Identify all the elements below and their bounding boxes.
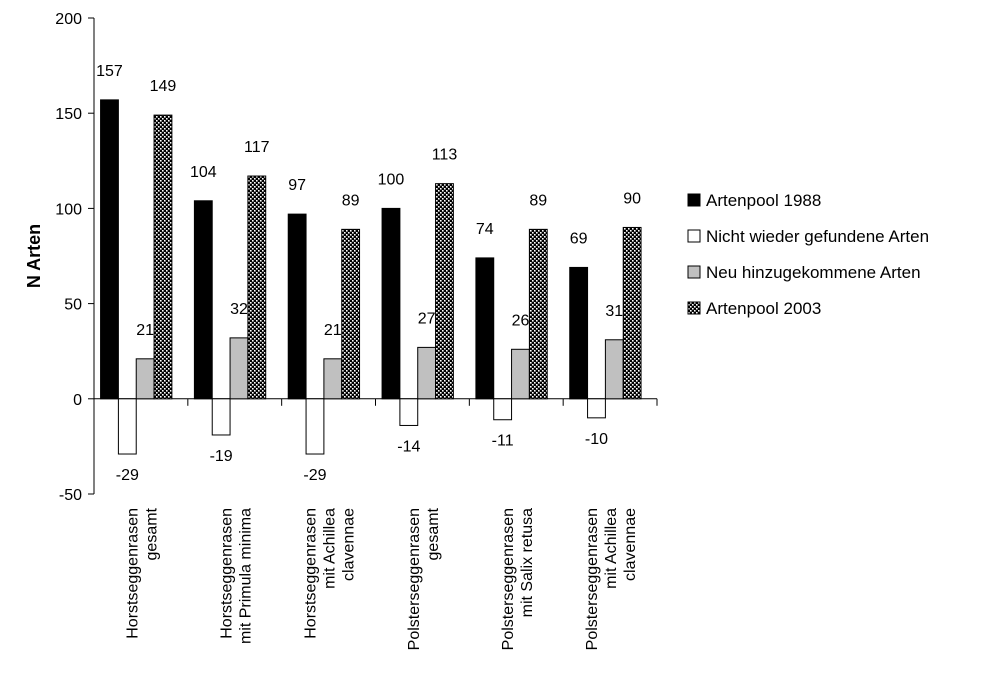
data-label: 113 — [432, 147, 458, 164]
data-label: 32 — [230, 301, 248, 318]
bar — [247, 175, 267, 400]
y-tick-label: -50 — [59, 487, 82, 504]
data-label: -29 — [303, 467, 326, 484]
data-label: -10 — [585, 431, 608, 448]
legend-swatch — [687, 301, 701, 315]
legend-label: Artenpool 1988 — [706, 191, 821, 210]
data-labels: 157 104 97 100 74 69 -29 -19 -29 -14 -11 -10 21 32 21 2… — [96, 63, 641, 484]
category-label: gesamt — [425, 507, 442, 560]
data-label: 21 — [324, 322, 342, 339]
legend-label: Neu hinzugekommene Arten — [706, 263, 921, 282]
bar — [305, 398, 325, 455]
bar — [100, 99, 119, 400]
y-tick-label: 50 — [64, 297, 82, 314]
bar — [622, 226, 642, 400]
data-label: -19 — [210, 448, 233, 465]
bar — [229, 337, 249, 400]
data-label: 97 — [288, 177, 306, 194]
category-label: mit Achillea — [322, 508, 339, 589]
data-label: 26 — [512, 312, 530, 329]
data-label: -11 — [492, 433, 514, 450]
category-label: Polsterseggenrasen — [406, 508, 423, 650]
data-label: 69 — [570, 230, 588, 247]
category-label: mit Primula minima — [237, 508, 254, 644]
y-tick-label: 150 — [55, 106, 82, 123]
data-label: -29 — [116, 467, 139, 484]
bar — [435, 183, 454, 400]
legend: Artenpool 1988 Nicht wieder gefundene Art… — [687, 191, 929, 318]
data-label: 104 — [190, 164, 217, 181]
data-label: 74 — [476, 221, 494, 238]
data-label: 31 — [605, 303, 623, 320]
bar — [569, 266, 589, 400]
bar — [287, 213, 307, 400]
data-label: 21 — [136, 322, 154, 339]
data-label: 27 — [418, 310, 436, 327]
data-label: 89 — [529, 192, 547, 209]
bar — [417, 346, 437, 400]
bars — [100, 99, 642, 455]
category-label: gesamt — [143, 507, 160, 560]
y-tick-label: 100 — [55, 201, 82, 218]
y-tick-label: 200 — [55, 11, 82, 28]
category-label: Horstseggenrasen — [303, 508, 320, 639]
bar — [193, 200, 213, 400]
legend-label: Nicht wieder gefundene Arten — [706, 227, 929, 246]
y-axis-label: N Arten — [24, 224, 44, 288]
bar — [587, 398, 606, 419]
bar — [117, 398, 137, 455]
y-tick-label: 0 — [73, 392, 82, 409]
legend-swatch — [687, 193, 701, 207]
data-label: 90 — [623, 190, 641, 207]
category-label: Horstseggenrasen — [124, 508, 141, 639]
data-label: 157 — [96, 63, 123, 80]
data-label: 149 — [150, 78, 177, 95]
data-label: 100 — [378, 171, 405, 188]
bar — [135, 358, 155, 400]
bar — [511, 348, 530, 400]
legend-swatch — [687, 229, 701, 243]
bar — [153, 114, 173, 400]
data-label: 89 — [342, 192, 360, 209]
bar — [399, 398, 419, 426]
category-label: Polsterseggenrasen — [500, 508, 517, 650]
axes: 200 150 100 50 0 -50 — [55, 11, 658, 504]
bar — [604, 339, 624, 400]
bar — [211, 398, 231, 436]
category-labels: Horstseggenrasen gesamt Horstseggenrasen mi… — [124, 507, 639, 650]
bar — [323, 358, 343, 400]
data-label: -14 — [397, 438, 420, 455]
category-label: clavennae — [622, 508, 639, 581]
bar — [493, 398, 513, 421]
legend-label: Artenpool 2003 — [706, 299, 821, 318]
bar — [341, 228, 361, 400]
bar — [528, 228, 548, 400]
category-label: Polsterseggenrasen — [584, 508, 601, 650]
category-label: Horstseggenrasen — [218, 508, 235, 639]
bar — [475, 257, 495, 400]
bar — [381, 207, 401, 400]
category-label: mit Salix retusa — [519, 508, 536, 617]
data-label: 117 — [244, 139, 270, 156]
category-label: clavennae — [341, 508, 358, 581]
legend-swatch — [687, 265, 701, 279]
category-label: mit Achillea — [603, 508, 620, 589]
